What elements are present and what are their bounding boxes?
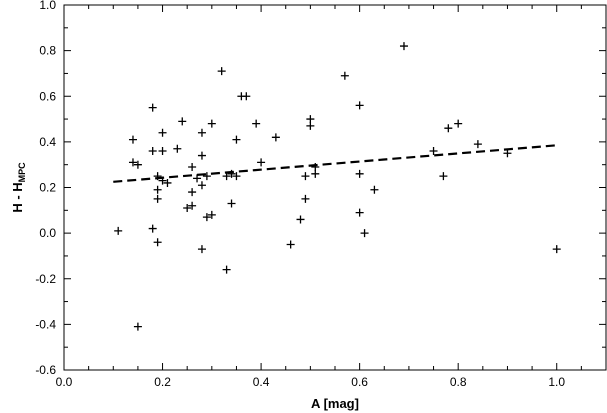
data-point (153, 172, 162, 181)
data-point (242, 92, 251, 101)
plot-frame (63, 4, 607, 371)
data-point (133, 322, 142, 331)
data-point (232, 172, 241, 181)
data-point (370, 185, 379, 194)
y-tick-label: 1.0 (39, 0, 56, 12)
y-tick-label: 0.8 (39, 44, 56, 58)
data-point (301, 172, 310, 181)
data-point (207, 119, 216, 128)
data-point (183, 204, 192, 213)
data-point (148, 103, 157, 112)
data-point (301, 194, 310, 203)
data-point (232, 135, 241, 144)
data-point (311, 169, 320, 178)
y-tick-label: 0.0 (39, 226, 56, 240)
x-tick-label: 0.2 (154, 375, 171, 389)
data-point (178, 117, 187, 126)
data-point (197, 128, 206, 137)
data-point (355, 101, 364, 110)
data-point (340, 71, 349, 80)
data-point (202, 213, 211, 222)
data-point (158, 128, 167, 137)
data-point (552, 245, 561, 254)
y-tick-label: 0.2 (39, 181, 56, 195)
data-point (114, 226, 123, 235)
data-point (355, 169, 364, 178)
data-point (153, 238, 162, 247)
data-point (503, 149, 512, 158)
data-point (271, 133, 280, 142)
data-point (193, 174, 202, 183)
data-point (296, 215, 305, 224)
data-point (222, 172, 231, 181)
x-axis-label: A [mag] (311, 396, 359, 411)
y-axis-label: H - HMPC (10, 162, 27, 213)
data-point (355, 208, 364, 217)
data-point (202, 172, 211, 181)
data-point (227, 199, 236, 208)
data-point (306, 121, 315, 130)
x-tick-label: 0.4 (253, 375, 270, 389)
data-point (158, 147, 167, 155)
data-point (252, 119, 261, 128)
data-point (148, 147, 157, 155)
data-point (429, 147, 438, 155)
data-point (133, 160, 142, 169)
data-point (128, 158, 137, 167)
y-tick-label: -0.2 (35, 272, 56, 286)
data-point (153, 194, 162, 203)
fit-line-layer (113, 144, 557, 183)
data-point (227, 169, 236, 178)
y-axis-label-subscript: MPC (17, 162, 27, 183)
x-tick-label: 0.8 (450, 375, 467, 389)
data-point (163, 178, 172, 187)
data-point (473, 140, 482, 149)
data-point (148, 224, 157, 233)
data-point (222, 265, 231, 274)
data-point (257, 158, 266, 167)
data-point (197, 245, 206, 254)
x-tick-label: 1.0 (548, 375, 565, 389)
data-point (173, 144, 182, 153)
data-point (153, 185, 162, 194)
data-point (306, 115, 315, 124)
data-point (158, 176, 167, 185)
data-point (188, 162, 197, 171)
data-point (207, 210, 216, 219)
data-point (439, 172, 448, 181)
fit-line (113, 144, 557, 183)
y-tick-label: 0.6 (39, 89, 56, 103)
data-point (286, 240, 295, 249)
x-tick-label: 0.0 (56, 375, 73, 389)
data-point (311, 162, 320, 171)
data-point (360, 229, 369, 238)
data-point (217, 67, 226, 76)
y-tick-label: -0.6 (35, 363, 56, 377)
y-tick-label: -0.4 (35, 317, 56, 331)
data-point (197, 151, 206, 160)
data-point (197, 181, 206, 190)
data-point (444, 124, 453, 133)
data-point (454, 119, 463, 128)
x-tick-label: 0.6 (351, 375, 368, 389)
data-point (399, 42, 408, 51)
data-point (188, 188, 197, 197)
points-layer (114, 42, 561, 331)
y-axis-label-main: H - H (10, 182, 25, 212)
tick-labels-layer: 0.0 0.2 0.4 0.6 0.8 1.0 -0.6 -0.4 -0.2 0.0 0.2 0.4 0… (35, 0, 565, 389)
data-point (128, 135, 137, 144)
data-point (188, 201, 197, 210)
y-tick-label: 0.4 (39, 135, 56, 149)
